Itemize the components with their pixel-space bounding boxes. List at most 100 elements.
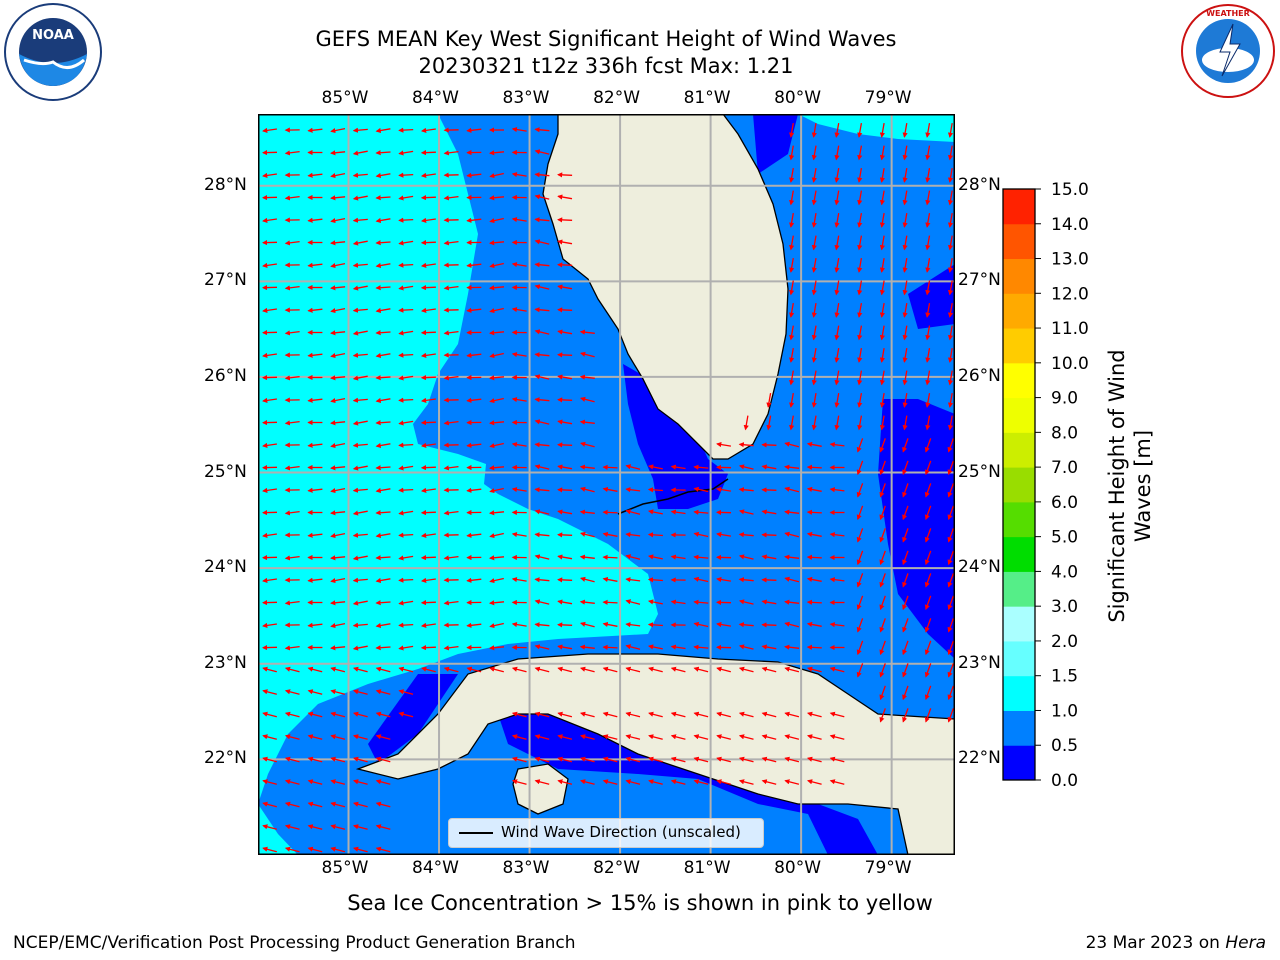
wave-direction-arrow — [761, 734, 777, 740]
wave-direction-arrow — [284, 510, 300, 516]
wave-direction-arrow — [806, 441, 822, 448]
wave-direction-arrow — [398, 397, 414, 403]
wave-direction-arrow — [811, 415, 817, 431]
wave-direction-arrow — [420, 172, 436, 178]
wave-direction-arrow — [330, 127, 346, 134]
wave-direction-arrow — [602, 621, 618, 628]
wave-direction-arrow — [511, 216, 527, 223]
wave-direction-arrow — [398, 487, 414, 493]
wave-direction-arrow — [398, 600, 414, 606]
wave-direction-arrow — [670, 554, 686, 560]
wave-direction-arrow — [420, 240, 436, 246]
wave-direction-arrow — [784, 779, 800, 785]
wave-direction-arrow — [375, 666, 391, 673]
wave-direction-arrow — [761, 487, 777, 493]
wave-direction-arrow — [902, 370, 908, 386]
wave-direction-arrow — [262, 711, 277, 718]
wave-direction-arrow — [784, 464, 800, 470]
colorbar-tick-label: 1.0 — [1051, 701, 1078, 721]
wave-direction-arrow — [829, 442, 845, 448]
wave-direction-arrow — [330, 846, 346, 853]
wave-direction-arrow — [902, 347, 908, 363]
wave-direction-arrow — [330, 420, 346, 426]
wave-direction-arrow — [579, 576, 595, 583]
wave-direction-arrow — [856, 640, 864, 656]
wave-direction-arrow — [924, 550, 932, 566]
wave-direction-arrow — [693, 734, 709, 740]
wave-direction-arrow — [857, 122, 863, 138]
wave-direction-arrow — [511, 531, 527, 538]
wave-direction-arrow — [352, 285, 368, 291]
wave-direction-arrow — [579, 756, 595, 763]
wave-direction-arrow — [420, 487, 436, 493]
wave-direction-arrow — [557, 464, 573, 470]
wave-direction-arrow — [443, 645, 459, 651]
wave-direction-arrow — [488, 330, 505, 336]
wave-direction-arrow — [375, 375, 391, 381]
wave-direction-arrow — [784, 531, 800, 538]
wave-direction-arrow — [262, 846, 277, 853]
wave-direction-arrow — [902, 438, 909, 453]
wave-direction-arrow — [352, 127, 368, 133]
wave-direction-arrow — [307, 262, 323, 268]
wave-direction-arrow — [557, 509, 573, 515]
wave-direction-arrow — [784, 711, 800, 718]
wave-direction-arrow — [420, 532, 436, 538]
wave-direction-arrow — [879, 573, 886, 588]
wave-direction-arrow — [924, 618, 932, 633]
lon-tick-label-top: 79°W — [864, 88, 912, 108]
wave-band-1-0-1-5-south — [258, 804, 298, 855]
wave-direction-arrow — [693, 464, 709, 470]
wave-direction-arrow — [557, 622, 573, 628]
footer-credit: NCEP/EMC/Verification Post Processing Pr… — [13, 933, 576, 953]
colorbar-cell — [1003, 640, 1035, 677]
wave-direction-arrow — [466, 487, 482, 493]
wave-direction-arrow — [738, 711, 754, 718]
wave-direction-arrow — [834, 415, 840, 431]
wave-direction-arrow — [375, 217, 391, 224]
wave-direction-arrow — [262, 397, 277, 403]
lat-tick-label-right: 22°N — [958, 748, 1001, 769]
wave-direction-arrow — [466, 532, 482, 538]
isla-juventud-land — [512, 763, 569, 815]
wave-direction-arrow — [398, 711, 414, 718]
wave-direction-arrow — [879, 325, 885, 341]
wave-direction-arrow — [784, 621, 800, 628]
wave-direction-arrow — [534, 666, 550, 673]
wave-direction-arrow — [398, 307, 414, 313]
wave-direction-arrow — [784, 644, 800, 650]
wave-direction-arrow — [579, 441, 595, 448]
wave-direction-arrow — [307, 487, 323, 493]
wave-direction-arrow — [789, 347, 795, 363]
wave-direction-arrow — [625, 532, 641, 538]
colorbar-label: Significant Height of Wind Waves [m] — [1105, 349, 1155, 623]
florida-keys — [617, 478, 729, 515]
wave-direction-arrow — [511, 306, 527, 313]
wave-direction-arrow — [789, 302, 795, 318]
wave-direction-arrow — [511, 261, 527, 268]
wave-direction-arrow — [716, 711, 731, 718]
wave-direction-arrow — [352, 375, 368, 381]
wave-direction-arrow — [466, 217, 482, 223]
wave-direction-arrow — [330, 824, 346, 830]
wave-direction-arrow — [262, 127, 277, 133]
wave-direction-arrow — [784, 554, 800, 560]
wave-direction-arrow — [511, 779, 527, 785]
wave-direction-arrow — [806, 554, 822, 560]
wave-direction-arrow — [511, 711, 527, 718]
lat-tick-label-left: 28°N — [204, 174, 247, 195]
lat-tick-label-left: 27°N — [204, 270, 247, 291]
wave-direction-arrow — [834, 280, 840, 296]
svg-text:NOAA: NOAA — [32, 28, 74, 43]
wave-direction-arrow — [375, 330, 391, 336]
sea-ice-note: Sea Ice Concentration > 15% is shown in … — [347, 891, 933, 915]
wave-direction-arrow — [420, 397, 436, 403]
wave-direction-arrow — [856, 618, 864, 633]
wave-direction-arrow — [466, 577, 482, 583]
wave-direction-arrow — [420, 600, 436, 606]
wave-direction-arrow — [466, 172, 482, 178]
wave-direction-arrow — [557, 419, 573, 425]
wave-direction-arrow — [489, 487, 504, 494]
wave-direction-arrow — [557, 779, 573, 785]
wave-direction-arrow — [375, 510, 391, 516]
